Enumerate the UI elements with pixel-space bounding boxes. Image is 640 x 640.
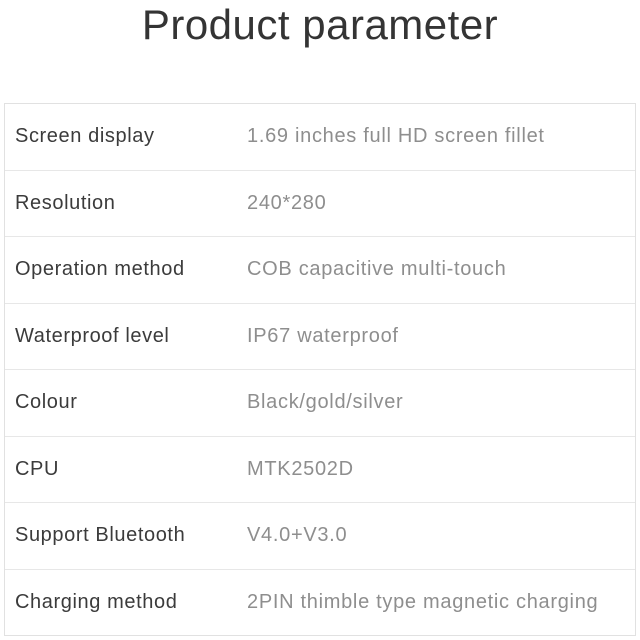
spec-value: MTK2502D: [247, 457, 354, 480]
spec-value: Black/gold/silver: [247, 391, 404, 414]
spec-value: IP67 waterproof: [247, 324, 399, 347]
spec-label: Colour: [15, 391, 78, 414]
spec-label: Screen display: [15, 125, 155, 148]
spec-table: Screen display 1.69 inches full HD scree…: [4, 103, 636, 636]
spec-label: Charging method: [15, 590, 178, 613]
table-row: Resolution 240*280: [5, 170, 635, 237]
table-row: Colour Black/gold/silver: [5, 370, 635, 437]
table-row: CPU MTK2502D: [5, 436, 635, 503]
table-row: Screen display 1.69 inches full HD scree…: [5, 104, 635, 171]
table-row: Waterproof level IP67 waterproof: [5, 303, 635, 370]
spec-value: 240*280: [247, 191, 327, 214]
spec-value: COB capacitive multi-touch: [247, 258, 507, 281]
page-title: Product parameter: [141, 1, 499, 48]
spec-label: CPU: [15, 457, 60, 480]
spec-label: Resolution: [15, 191, 116, 214]
spec-value: V4.0+V3.0: [247, 524, 348, 547]
spec-label: Waterproof level: [15, 324, 170, 347]
spec-label: Operation method: [15, 258, 185, 281]
table-row: Operation method COB capacitive multi-to…: [5, 237, 635, 304]
table-row: Charging method 2PIN thimble type magnet…: [5, 569, 635, 635]
spec-label: Support Bluetooth: [15, 524, 186, 547]
table-row: Support Bluetooth V4.0+V3.0: [5, 503, 635, 570]
spec-value: 1.69 inches full HD screen fillet: [247, 125, 545, 148]
spec-value: 2PIN thimble type magnetic charging: [247, 590, 599, 613]
